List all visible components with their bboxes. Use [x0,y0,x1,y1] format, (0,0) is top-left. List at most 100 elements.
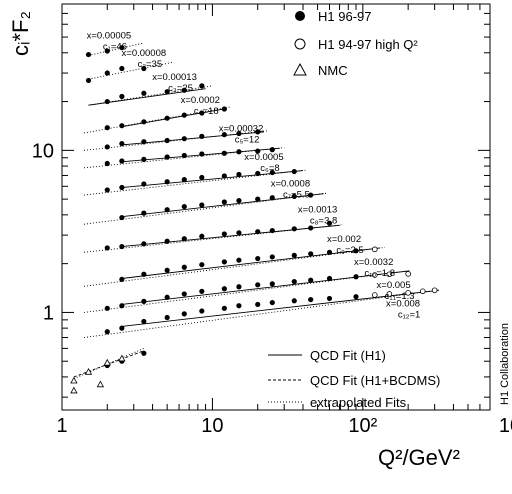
h1-96-97-point [269,147,275,153]
h1-96-97-point [221,132,227,138]
legend: H1 96-97 H1 94-97 high Q² NMC QCD Fit (H1) Q… [268,9,440,410]
h1-high-q2-point [371,292,378,298]
qcd-fit-10 [121,247,381,279]
h1-96-97-point [221,150,227,156]
h1-high-q2-point [386,271,393,278]
h1-96-97-point [104,245,110,251]
collaboration-label: H1 Collaboration [499,323,511,405]
h1-96-97-point [141,241,147,247]
legend-line-label: QCD Fit (H1) [310,348,386,363]
qcd-fit-9 [121,224,340,247]
bin-x-label: x=0.0002 [181,95,220,106]
h1-96-97-point [181,311,187,317]
h1-96-97-point [199,151,205,157]
h1-high-q2-point [405,290,411,296]
h1-96-97-point [269,169,275,176]
nmc-point [103,358,111,366]
h1-96-97-point [181,264,187,270]
h1-96-97-point [181,236,187,242]
bin-x-label: x=0.00013 [152,72,197,83]
bin-c-label: c₃=25 [168,83,193,94]
x-tick-label: 10² [348,415,377,437]
h1-96-97-point [326,220,333,226]
h1-96-97-point [119,243,125,250]
h1-96-97-point [119,158,125,164]
bin-x-label: x=0.00008 [122,48,167,59]
h1-96-97-point [164,207,170,213]
y-axis-title: cᵢ*F₂ [8,11,33,56]
qcd-fit-12 [121,289,439,327]
h1-96-97-point [308,277,314,283]
bin-x-label: x=0.0008 [271,178,310,189]
h1-96-97-point [199,133,205,139]
extrapolated-fit-2 [88,61,174,80]
h1-96-97-point [119,141,125,147]
h1-96-97-point [269,281,275,287]
h1-96-97-point [141,139,147,145]
h1-96-97-point [119,123,125,129]
h1-96-97-point [269,299,275,306]
h1-96-97-point [181,152,187,159]
h1-96-97-point [291,193,297,199]
bin-c-label: c₄=18 [194,106,219,117]
h1-96-97-point [119,184,125,191]
extrapolated-fit-1 [88,42,144,56]
h1-96-97-point [236,303,242,309]
h1-96-97-point [308,225,314,231]
h1-96-97-point [199,288,205,294]
h1-96-97-point [164,267,170,273]
h1-96-97-point [141,210,147,216]
bin-x-label: x=0.008 [386,298,420,309]
h1-96-97-point [199,174,205,181]
h1-96-97-point [164,314,170,321]
bin-c-label: c₉=2.5 [336,245,363,256]
h1-96-97-point [119,276,125,282]
h1-96-97-point [221,173,227,179]
h1-high-q2-point [419,288,426,295]
h1-96-97-point [119,65,125,72]
h1-96-97-point [141,90,147,96]
h1-96-97-point [181,136,187,142]
h1-96-97-point [353,248,359,254]
h1-96-97-point [236,257,242,263]
h1-96-97-point [104,144,110,150]
h1-96-97-point [269,254,275,260]
legend-line-label: extrapolated Fits [310,395,407,410]
x-tick-label: 1 [56,415,67,437]
h1-96-97-point [141,65,147,72]
h1-96-97-point [104,125,110,131]
h1-96-97-point [141,298,147,304]
h1-96-97-point [255,282,261,288]
h1-96-97-point [199,202,205,208]
nmc-point [118,354,126,362]
bin-x-label: x=0.00032 [219,124,264,135]
x-tick-label: 10³ [499,415,512,437]
h1-96-97-point [255,148,261,154]
bin-x-label: x=0.0013 [298,204,337,215]
h1-96-97-point [85,51,92,58]
nmc-point [96,380,105,388]
extrapolated-fit-6 [83,147,285,169]
legend-marker-nmc [293,62,307,76]
h1-96-97-point [308,192,314,198]
h1-96-97-point [291,278,297,285]
h1-96-97-point [104,329,110,335]
h1-96-97-point [104,70,110,76]
h1-96-97-point [199,83,205,89]
h1-96-97-point [164,294,170,300]
h1-96-97-point [181,177,187,183]
h1-96-97-point [236,130,242,137]
h1-96-97-point [221,305,227,311]
h1-96-97-point [104,305,110,311]
data-points [70,45,438,394]
h1-96-97-point [326,249,333,255]
nmc-point [84,367,93,375]
nmc-point [70,376,78,384]
h1-96-97-point [255,229,261,235]
h1-96-97-point [269,195,275,201]
y-tick-label: 1 [43,302,54,324]
y-tick-label: 10 [32,140,54,162]
h1-96-97-point [255,129,261,135]
h1-96-97-point [199,308,205,314]
